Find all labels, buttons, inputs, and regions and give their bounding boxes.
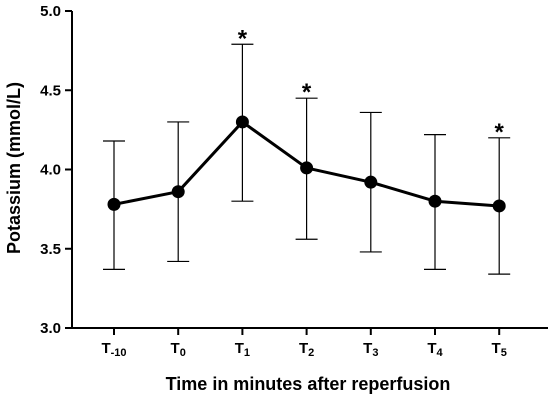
data-point [364, 175, 378, 189]
x-axis-title: Time in minutes after reperfusion [166, 374, 451, 394]
y-tick-label: 5.0 [40, 3, 61, 20]
y-tick-label: 3.5 [40, 241, 61, 258]
y-tick-label: 3.0 [40, 320, 61, 337]
significance-asterisk: * [238, 25, 248, 52]
axes [65, 10, 548, 335]
data-points [107, 115, 506, 213]
x-tick-label: T-10 [101, 340, 126, 359]
data-point [235, 115, 249, 129]
x-tick-label: T2 [299, 340, 314, 359]
data-point [428, 194, 442, 208]
significance-asterisk: * [302, 79, 312, 106]
data-point [107, 197, 121, 211]
significance-asterisk: * [495, 119, 505, 146]
x-tick-label: T0 [171, 340, 186, 359]
x-tick-label: T4 [427, 340, 443, 359]
significance-markers: * * * [238, 25, 505, 146]
x-tick-label: T5 [492, 340, 507, 359]
tick-labels: 3.0 3.5 4.0 4.5 5.0 T-10 T0 T1 T2 T3 T4 T5 [40, 3, 507, 359]
x-tick-label: T3 [363, 340, 378, 359]
x-tick-label: T1 [235, 340, 250, 359]
data-point [492, 199, 506, 213]
y-axis-title: Potassium (mmol/L) [4, 82, 24, 254]
y-tick-label: 4.0 [40, 162, 61, 179]
data-point [300, 161, 314, 175]
data-point [171, 185, 185, 199]
y-tick-label: 4.5 [40, 82, 61, 99]
